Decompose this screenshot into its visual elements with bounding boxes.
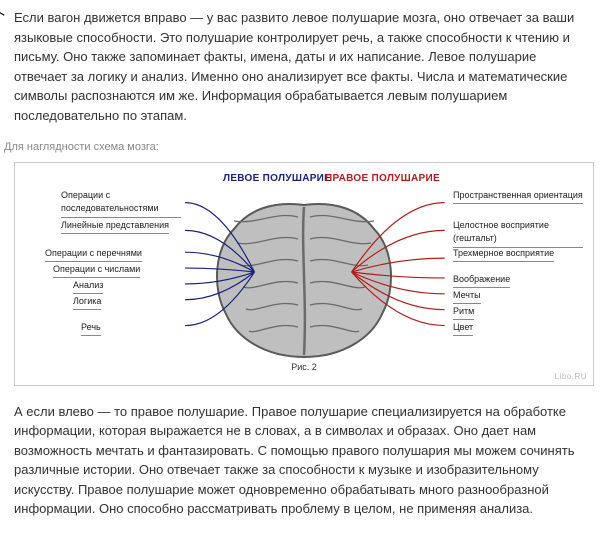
mouse-cursor: ↖ — [0, 1, 8, 24]
left-label: Логика — [73, 295, 133, 311]
right-label: Ритм — [453, 305, 493, 321]
paragraph-bottom: А если влево — то правое полушарие. Прав… — [14, 402, 593, 519]
right-hemisphere-title: ПРАВОЕ ПОЛУШАРИЕ — [325, 171, 440, 186]
figure-caption: Рис. 2 — [291, 361, 317, 375]
left-label-text: Операции с перечнями — [45, 247, 142, 263]
right-label: Мечты — [453, 289, 503, 305]
brain-diagram: ЛЕВОЕ ПОЛУШАРИЕ ПРАВОЕ ПОЛУШАРИЕ Операци… — [14, 162, 594, 386]
right-label-text: Мечты — [453, 289, 481, 305]
left-label: Линейные представления — [61, 219, 181, 235]
credit-text: Libo.RU — [555, 371, 587, 383]
left-label: Операции с последовательностями — [61, 189, 181, 218]
left-label: Операции с перечнями — [45, 247, 175, 263]
right-label-text: Целостное восприятие (гештальт) — [453, 219, 583, 248]
left-label-text: Операции с последовательностями — [61, 189, 181, 218]
paragraph-top: Если вагон движется вправо — у вас разви… — [14, 8, 593, 125]
right-label: Трехмерное восприятие — [453, 247, 573, 263]
right-label-text: Воображение — [453, 273, 510, 289]
left-label: Анализ — [73, 279, 133, 295]
left-label-text: Логика — [73, 295, 101, 311]
left-label-text: Речь — [81, 321, 101, 337]
right-label-text: Трехмерное восприятие — [453, 247, 554, 263]
left-label-text: Линейные представления — [61, 219, 169, 235]
right-label: Воображение — [453, 273, 543, 289]
left-label: Операции с числами — [53, 263, 173, 279]
left-label-text: Операции с числами — [53, 263, 140, 279]
right-label: Целостное восприятие (гештальт) — [453, 219, 583, 248]
right-label: Пространственная ориентация — [453, 189, 583, 205]
right-label-text: Цвет — [453, 321, 473, 337]
left-label-text: Анализ — [73, 279, 103, 295]
brain-illustration — [206, 199, 402, 365]
left-label: Речь — [81, 321, 121, 337]
right-label-text: Ритм — [453, 305, 474, 321]
right-label: Цвет — [453, 321, 493, 337]
diagram-caption: Для наглядности схема мозга: — [4, 139, 593, 156]
left-hemisphere-title: ЛЕВОЕ ПОЛУШАРИЕ — [223, 171, 331, 186]
right-label-text: Пространственная ориентация — [453, 189, 583, 205]
